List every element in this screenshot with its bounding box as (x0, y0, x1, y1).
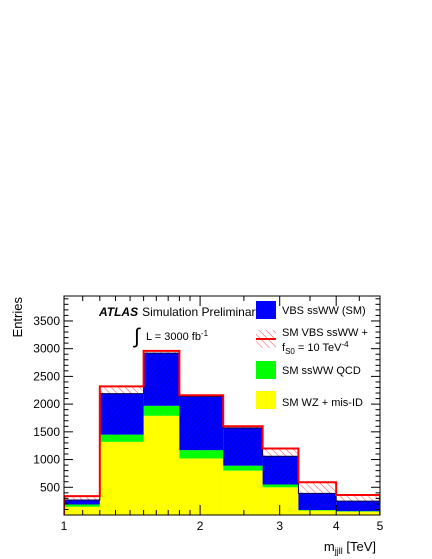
legend-label-signal-2: fS0 = 10 TeV-4 (282, 340, 349, 356)
x-tick-label: 4 (333, 519, 340, 533)
bar-hatch-overlay (64, 500, 100, 505)
x-tick-label: 2 (197, 519, 204, 533)
bar-hatch-overlay (179, 396, 224, 451)
y-tick-label: 3500 (33, 314, 60, 328)
legend: VBS ssWW (SM) SM VBS ssWW + fS0 = 10 TeV… (256, 301, 368, 409)
y-tick-label: 1500 (33, 425, 60, 439)
legend-swatch-wz (256, 391, 276, 409)
bar-sm-ssww-qcd (143, 405, 180, 416)
x-tick-label: 1 (61, 519, 68, 533)
bar-sm-wz-mis-id (179, 458, 224, 515)
legend-entry-signal: SM VBS ssWW + fS0 = 10 TeV-4 (256, 327, 368, 356)
plot-frame (63, 295, 381, 516)
legend-entry-qcd: SM ssWW QCD (256, 361, 361, 379)
bar-hatch-overlay (336, 501, 380, 512)
lumi-sup: -1 (201, 329, 209, 338)
legend-entry-vbs: VBS ssWW (SM) (256, 301, 366, 319)
bar-hatch-overlay (143, 353, 180, 406)
bar-sm-wz-mis-id (336, 511, 380, 515)
legend-sig-sub: S0 (285, 347, 295, 356)
x-axis-label: mjjll [TeV] (324, 539, 376, 556)
legend-sig-f: f (282, 342, 286, 354)
bar-sm-ssww-qcd (99, 434, 144, 442)
bar-sm-ssww-qcd (336, 511, 380, 512)
bar-sm-wz-mis-id (64, 506, 100, 515)
x-axis-label-sub: jjll (334, 546, 343, 556)
simulation-label: Simulation Preliminary (142, 305, 261, 319)
svg-text:L = 3000 fb-1: L = 3000 fb-1 (146, 329, 209, 343)
bar-sm-ssww-qcd (64, 504, 100, 507)
legend-sig-rest: = 10 TeV (295, 342, 342, 354)
legend-sig-sup: -4 (341, 340, 349, 349)
signal-line (64, 349, 380, 515)
y-tick-label: 1000 (33, 453, 60, 467)
legend-entry-wz: SM WZ + mis-ID (256, 391, 363, 409)
plot-area (64, 349, 380, 515)
legend-label-qcd: SM ssWW QCD (282, 365, 361, 377)
y-tick-label: 2500 (33, 369, 60, 383)
x-axis-label-unit: [TeV] (343, 539, 376, 554)
y-tick-label: 500 (40, 480, 60, 494)
lumi-label: L = 3000 fb (146, 331, 201, 343)
axes: 500 1000 1500 2000 2500 3000 3500 1 2 3 4 5 (33, 296, 384, 533)
y-tick-label: 3000 (33, 342, 60, 356)
bar-hatch-overlay (223, 427, 263, 466)
integral-symbol: ∫ (133, 325, 141, 348)
bar-sm-ssww-qcd (298, 510, 337, 511)
y-axis-label: Entries (10, 297, 25, 338)
bar-sm-wz-mis-id (223, 470, 263, 515)
x-tick-label: 3 (276, 519, 283, 533)
legend-label-wz: SM WZ + mis-ID (282, 397, 363, 409)
bar-sm-ssww-qcd (179, 450, 224, 459)
y-tick-label: 2000 (33, 397, 60, 411)
legend-swatch-qcd (256, 361, 276, 379)
legend-label-vbs: VBS ssWW (SM) (282, 305, 366, 317)
x-axis-label-main: m (324, 539, 335, 554)
bar-sm-wz-mis-id (262, 487, 299, 515)
bar-hatch-overlay (99, 393, 144, 435)
bar-sm-wz-mis-id (99, 441, 144, 515)
bar-sm-ssww-qcd (223, 465, 263, 471)
x-tick-label: 5 (377, 519, 384, 533)
bar-hatch-overlay (262, 456, 299, 485)
bar-sm-ssww-qcd (262, 484, 299, 488)
bar-hatch-overlay (298, 493, 337, 511)
atlas-label: ATLAS (98, 305, 138, 319)
legend-swatch-vbs (256, 301, 276, 319)
bar-sm-wz-mis-id (298, 510, 337, 515)
bar-sm-wz-mis-id (143, 415, 180, 515)
atlas-annotation: ATLAS Simulation Preliminary ∫ L = 3000 f… (98, 305, 261, 348)
legend-label-signal: SM VBS ssWW + (282, 327, 368, 339)
